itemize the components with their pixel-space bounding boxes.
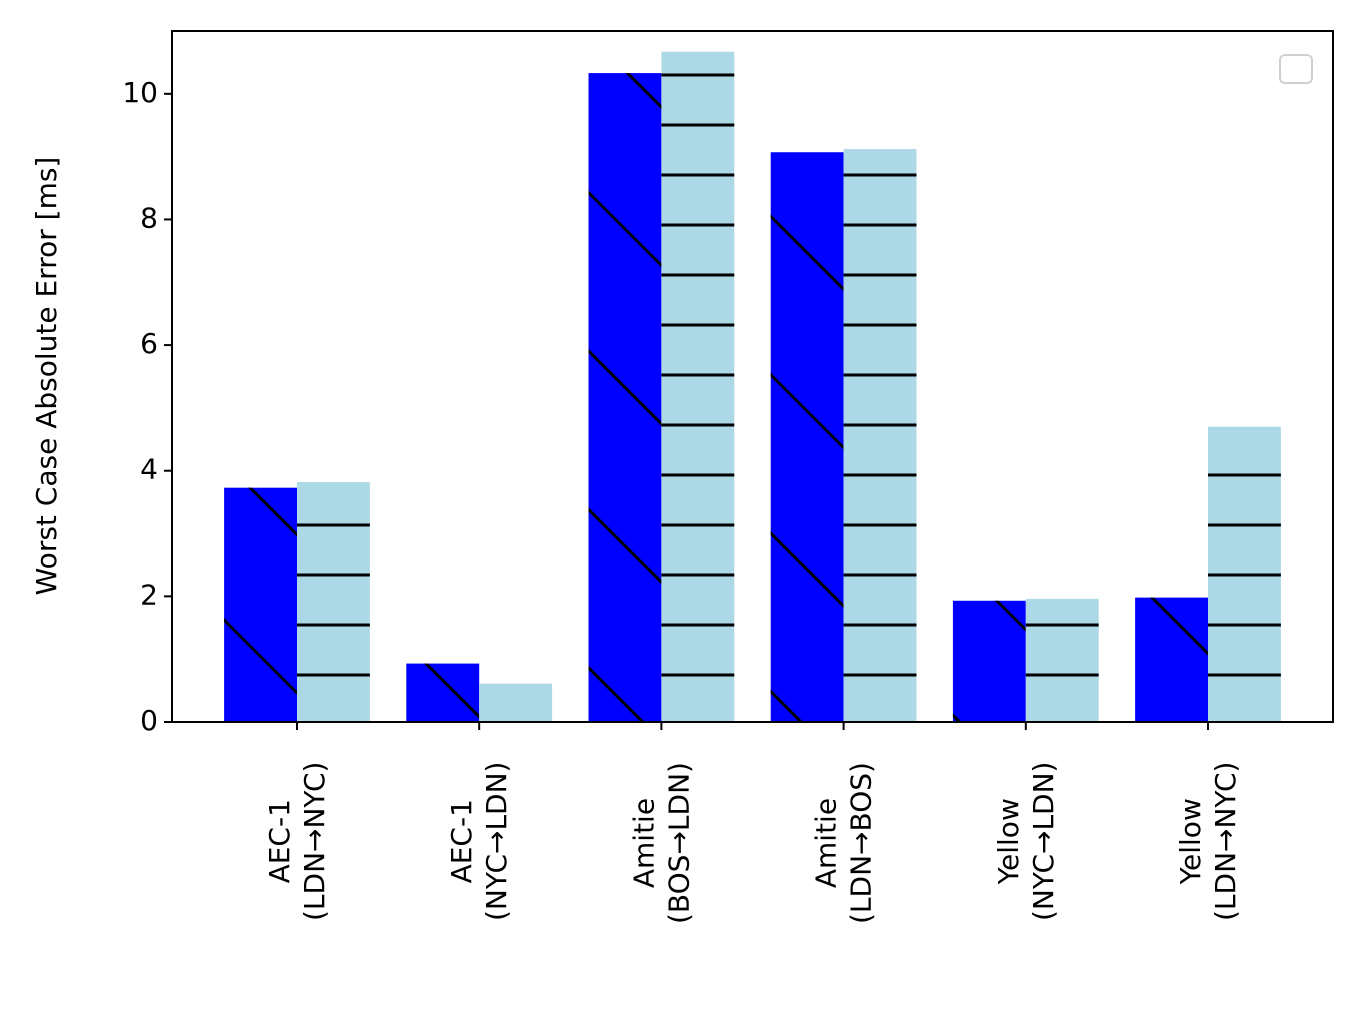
y-axis-label: Worst Case Absolute Error [ms] — [30, 157, 63, 596]
bar-hatch — [588, 73, 662, 722]
bar-hatch — [661, 51, 735, 723]
y-tick-label: 4 — [140, 453, 158, 486]
x-tick-label: AEC-1 (NYC→LDN) — [445, 761, 514, 921]
y-tick-label: 0 — [140, 704, 158, 737]
bar-hatch — [406, 663, 480, 722]
bar-hatch — [843, 149, 917, 723]
bar-hatch — [952, 600, 1026, 722]
y-tick-label: 10 — [122, 76, 158, 109]
x-tick-label: Yellow (LDN→NYC) — [1174, 761, 1243, 921]
x-tick-label: Amitie (BOS→LDN) — [627, 762, 696, 924]
x-tick-label: Yellow (NYC→LDN) — [991, 761, 1060, 921]
legend — [1279, 54, 1313, 84]
bar-hatch — [296, 482, 370, 722]
y-tick-label: 2 — [140, 578, 158, 611]
bar-hatch — [770, 152, 844, 723]
bar-hatch — [1208, 426, 1281, 722]
bar-hatch — [1135, 597, 1209, 722]
plot-frame — [171, 30, 1334, 723]
y-tick-label: 6 — [140, 327, 158, 360]
x-tick-label: Amitie (LDN→BOS) — [809, 762, 878, 924]
bar-hatch — [1025, 598, 1099, 722]
bar-hatch — [224, 487, 297, 722]
bar-hatch — [479, 683, 553, 722]
x-tick-label: AEC-1 (LDN→NYC) — [262, 761, 331, 921]
y-tick-label: 8 — [140, 201, 158, 234]
